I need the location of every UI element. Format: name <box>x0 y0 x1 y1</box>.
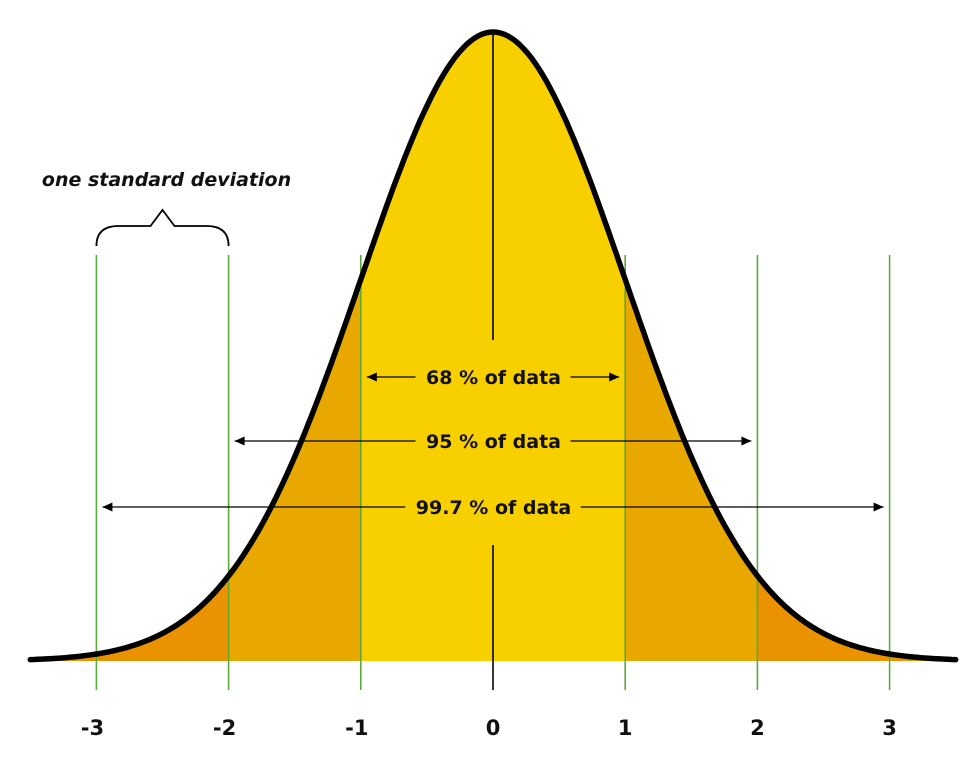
arrowhead-right <box>873 502 884 512</box>
x-tick-labels: -3 -2 -1 0 1 2 3 <box>81 716 897 740</box>
arrowhead-right <box>609 372 620 382</box>
brace <box>95 208 230 247</box>
arrowhead-left <box>102 502 113 512</box>
arrowhead-left <box>234 436 245 446</box>
band-1: 95 % of data <box>234 431 752 453</box>
band-label: 99.7 % of data <box>416 497 571 519</box>
bell-curve <box>27 29 959 663</box>
arrowhead-left <box>366 372 377 382</box>
band-label: 68 % of data <box>426 367 561 389</box>
band-2: 99.7 % of data <box>102 497 884 519</box>
std-dev-annotation: one standard deviation <box>42 169 291 247</box>
arrowhead-right <box>741 436 752 446</box>
sigma-lines <box>95 255 891 690</box>
band-0: 68 % of data <box>366 367 620 389</box>
x-tick-label: 1 <box>618 716 633 740</box>
region-0 <box>360 32 626 661</box>
x-tick-label: 3 <box>882 716 897 740</box>
region-4 <box>757 575 956 661</box>
x-tick-label: -1 <box>345 716 368 740</box>
percentage-bands: 68 % of data 95 % of data 99.7 % of data <box>102 367 884 519</box>
x-tick-label: -2 <box>213 716 236 740</box>
x-tick-label: 2 <box>750 716 765 740</box>
x-tick-label: -3 <box>81 716 104 740</box>
band-label: 95 % of data <box>426 431 561 453</box>
region-3 <box>30 575 229 661</box>
x-tick-label: 0 <box>486 716 501 740</box>
annotation-label: one standard deviation <box>42 169 291 191</box>
